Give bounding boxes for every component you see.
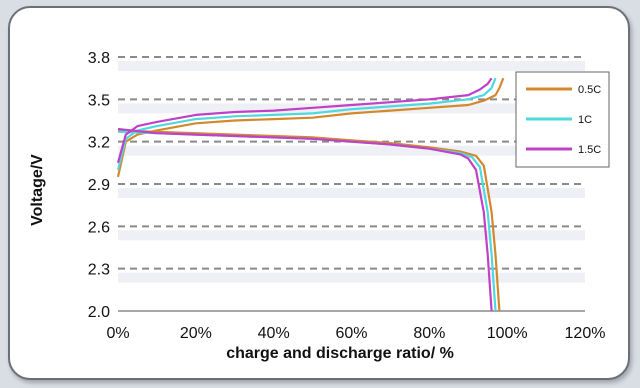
- x-tick-label: 120%: [565, 325, 606, 342]
- legend-label: 1C: [578, 114, 592, 126]
- x-axis-title: charge and discharge ratio/ %: [226, 345, 454, 362]
- series-line-charge-1C: [116, 77, 497, 171]
- y-tick-label: 2.0: [88, 304, 110, 321]
- grid-lines: [118, 56, 585, 312]
- y-tick-labels: 2.0 2.3 2.6 2.9 3.2 3.5 3.8: [88, 50, 110, 321]
- grid-band: [118, 188, 585, 198]
- grid-band: [118, 145, 585, 156]
- x-tick-label: 100%: [487, 325, 528, 342]
- x-tick-label: 0%: [106, 325, 129, 342]
- x-tick-labels: 0% 20% 40% 60% 80% 100% 120%: [106, 325, 605, 342]
- y-tick-label: 3.8: [88, 50, 110, 67]
- x-tick-label: 80%: [413, 325, 445, 342]
- legend: 0.5C 1C 1.5C: [515, 71, 610, 168]
- series-line-charge-0.5C: [116, 77, 505, 178]
- grid-band: [118, 272, 585, 283]
- y-tick-label: 3.2: [88, 135, 110, 152]
- series-lines: [116, 77, 505, 312]
- legend-label: 0.5C: [578, 84, 601, 96]
- series-line-discharge-0.5C: [117, 129, 501, 312]
- grid-band: [118, 230, 585, 241]
- x-tick-label: 20%: [180, 325, 212, 342]
- series-line-charge-1.5C: [116, 77, 493, 164]
- y-axis-title: Voltage/V: [29, 154, 46, 226]
- y-tick-label: 2.6: [88, 219, 110, 236]
- legend-label: 1.5C: [578, 144, 601, 156]
- series-line-discharge-1C: [117, 130, 497, 312]
- y-tick-label: 2.9: [88, 177, 110, 194]
- y-tick-label: 3.5: [88, 92, 110, 109]
- x-tick-label: 40%: [258, 325, 290, 342]
- y-tick-label: 2.3: [88, 262, 110, 279]
- grid-band: [118, 61, 585, 71]
- series-line-discharge-1.5C: [117, 127, 493, 312]
- x-tick-label: 60%: [335, 325, 367, 342]
